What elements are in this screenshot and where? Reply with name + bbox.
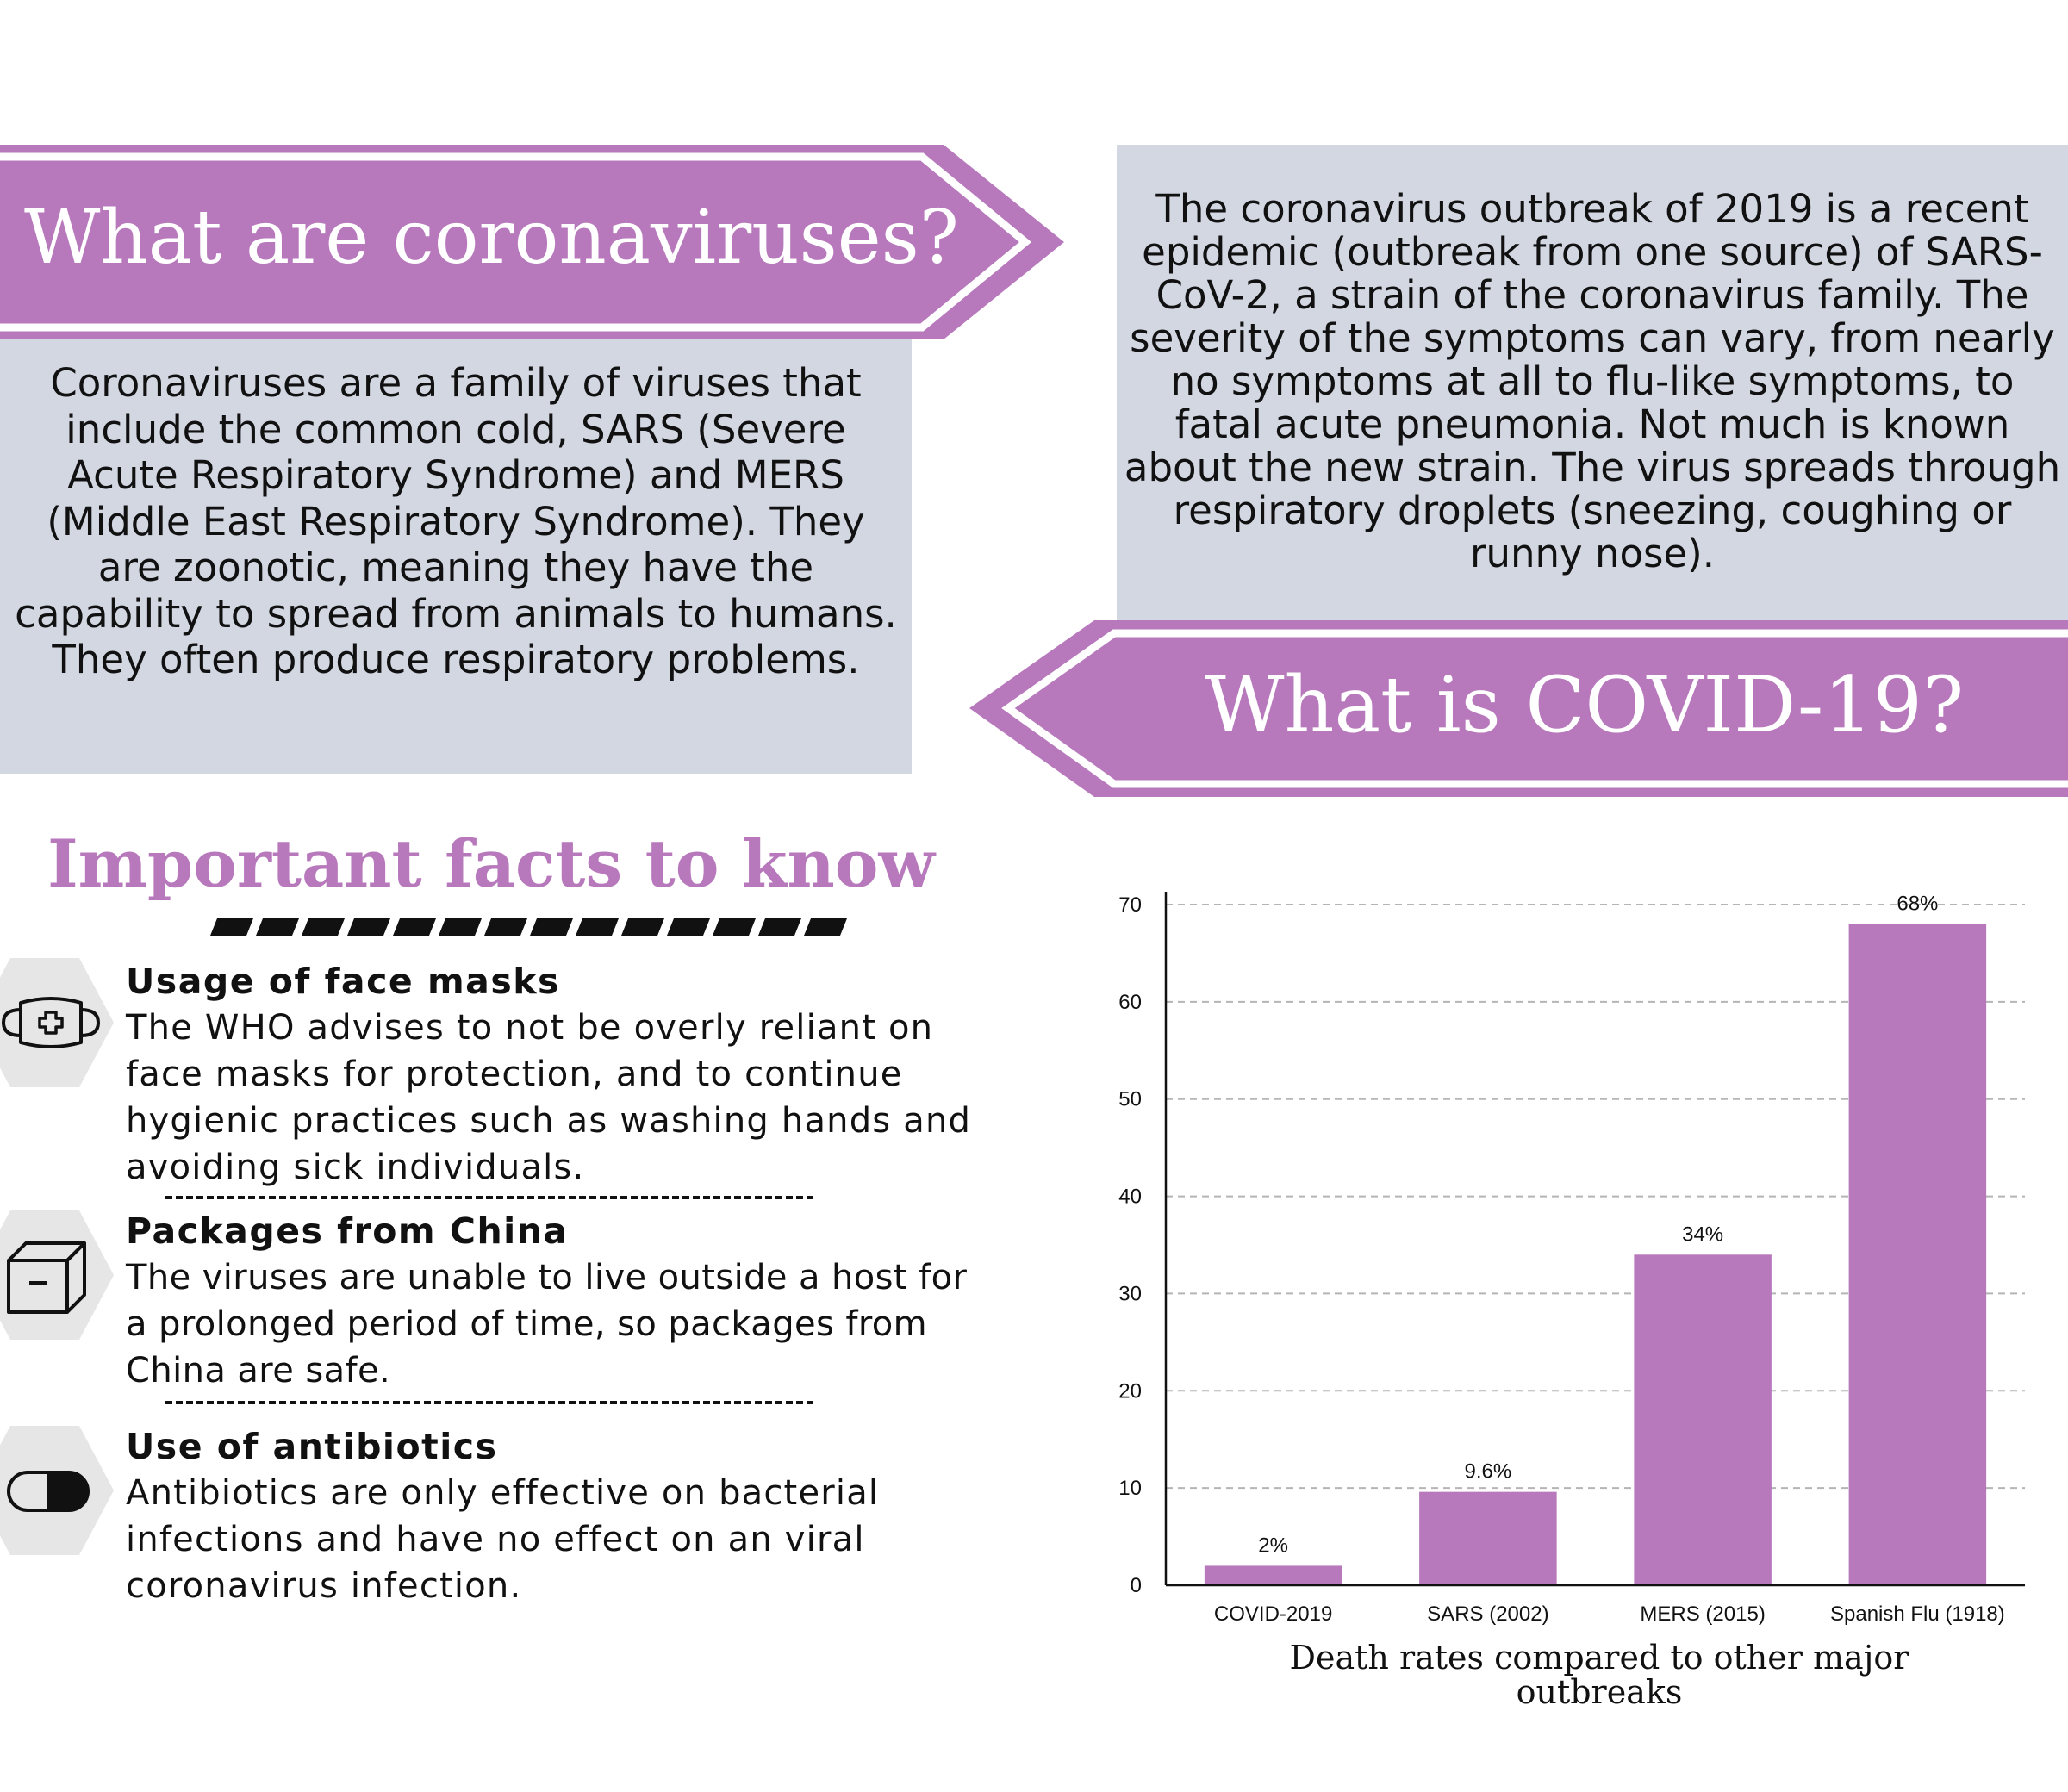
fact-item-masks: Usage of face masks The WHO advises to n… [126, 958, 987, 1191]
fact-separator [165, 1401, 813, 1404]
facts-title-underline [210, 918, 847, 936]
fact-body: The viruses are unable to live outside a… [126, 1258, 968, 1391]
bar-data-label: 68% [1897, 893, 1938, 916]
x-tick-label: MERS (2015) [1640, 1602, 1765, 1626]
fact-icon-badge-masks [0, 958, 114, 1087]
death-rate-bar-chart: 0 10 20 30 40 50 60 70 2% 9.6% 34% 68% COVID-2019 S… [1118, 892, 2025, 1711]
chart-bar [1634, 1254, 1772, 1585]
fact-separator [165, 1196, 813, 1199]
y-tick-label: 60 [1118, 991, 1142, 1014]
chart-bar [1204, 1565, 1342, 1585]
fact-item-packages: Packages from China The viruses are unab… [126, 1208, 987, 1394]
capsule-pill-icon [7, 1471, 90, 1512]
covid-title: What is COVID-19? [1205, 660, 1965, 750]
bar-data-label: 2% [1258, 1534, 1288, 1557]
fact-heading: Packages from China [126, 1210, 569, 1252]
chart-bar [1419, 1491, 1557, 1585]
fact-icon-badge-antibiotics [0, 1426, 114, 1555]
fact-icon-badge-packages [0, 1210, 114, 1340]
covid-title-ribbon [969, 620, 2068, 797]
bar-data-label: 34% [1682, 1223, 1723, 1246]
chart-bar [1848, 924, 1987, 1585]
x-tick-label: SARS (2002) [1427, 1602, 1548, 1626]
fact-heading: Use of antibiotics [126, 1426, 498, 1467]
bar-data-label: 9.6% [1465, 1460, 1512, 1484]
y-tick-label: 20 [1118, 1379, 1142, 1403]
chart-y-axis-ticks: 0 10 20 30 40 50 60 70 [1118, 893, 1142, 1597]
y-tick-label: 50 [1118, 1088, 1142, 1111]
chart-x-axis-ticks: COVID-2019 SARS (2002) MERS (2015) Spanish … [1214, 1602, 2005, 1626]
covid-description-text: The coronavirus outbreak of 2019 is a re… [1124, 186, 2061, 576]
fact-item-antibiotics: Use of antibiotics Antibiotics are only … [126, 1423, 987, 1609]
x-tick-label: COVID-2019 [1214, 1602, 1332, 1626]
x-tick-label: Spanish Flu (1918) [1830, 1602, 2005, 1626]
package-box-icon [7, 1241, 86, 1314]
y-tick-label: 0 [1131, 1574, 1142, 1597]
facts-title: Important facts to know [47, 825, 935, 902]
coronaviruses-description: Coronaviruses are a family of viruses th… [0, 339, 912, 774]
y-tick-label: 40 [1118, 1185, 1142, 1209]
coronaviruses-title-ribbon [0, 145, 1064, 339]
fact-heading: Usage of face masks [126, 961, 560, 1002]
y-tick-label: 70 [1118, 893, 1142, 917]
face-mask-icon [1, 997, 101, 1048]
fact-body: The WHO advises to not be overly reliant… [126, 1008, 972, 1187]
y-tick-label: 10 [1118, 1477, 1142, 1500]
fact-body: Antibiotics are only effective on bacter… [126, 1473, 880, 1606]
y-tick-label: 30 [1118, 1282, 1142, 1305]
coronaviruses-description-text: Coronaviruses are a family of viruses th… [15, 360, 897, 682]
chart-bars: 2% 9.6% 34% 68% [1204, 893, 1987, 1585]
chart-title: Death rates compared to other major outbr… [1290, 1639, 1910, 1711]
covid-description: The coronavirus outbreak of 2019 is a re… [1117, 145, 2068, 620]
coronaviruses-title: What are coronaviruses? [24, 195, 959, 281]
